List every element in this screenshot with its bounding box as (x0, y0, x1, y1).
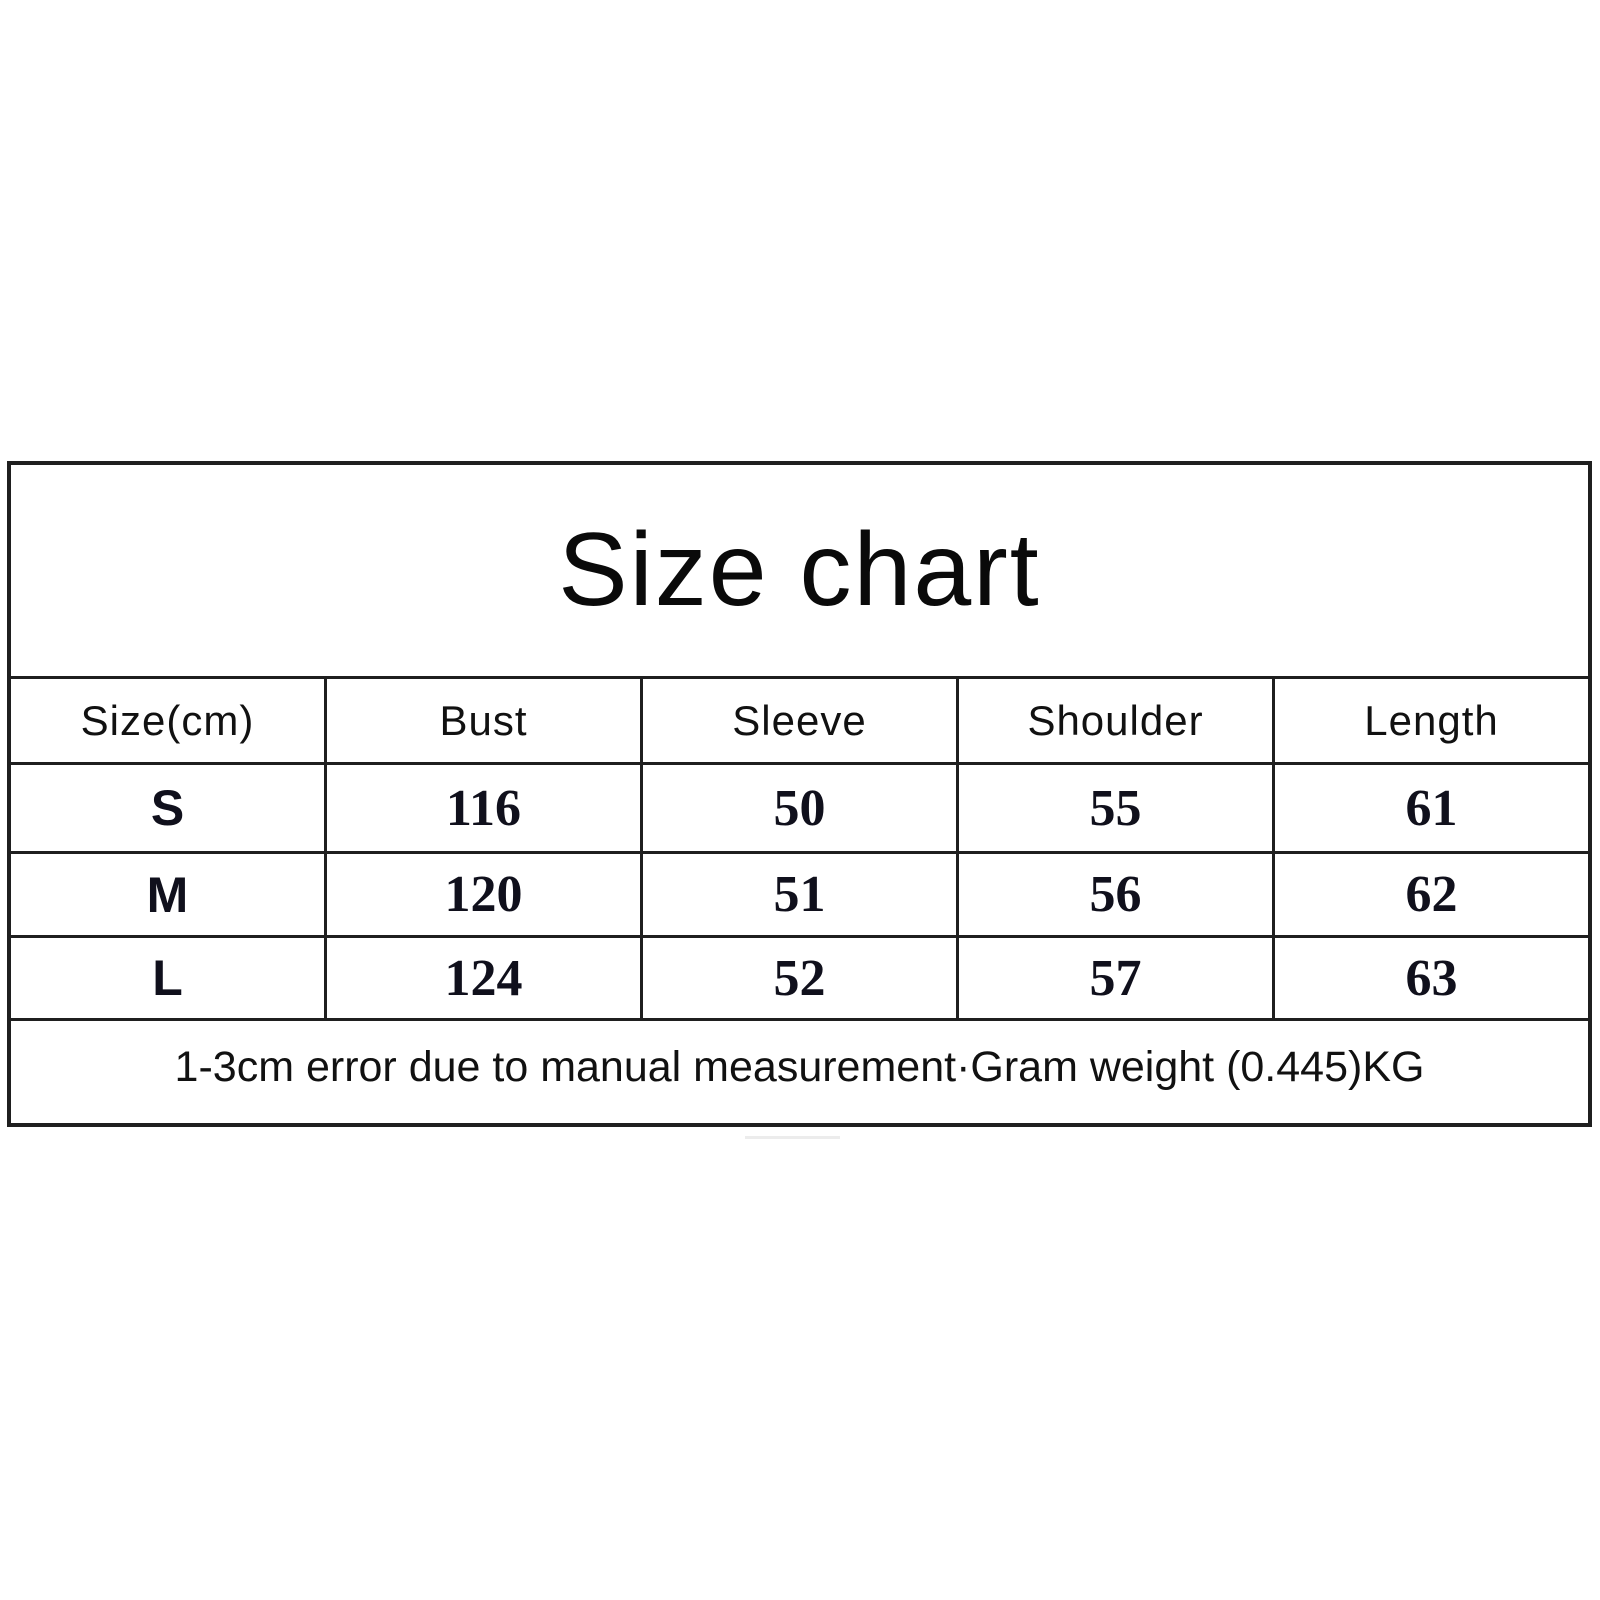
footer-row: 1-3cm error due to manual measurement·Gr… (11, 1018, 1588, 1114)
table-row-l: L 124 52 57 63 (11, 935, 1588, 1018)
size-cell: S (150, 780, 185, 836)
header-cell-shoulder: Shoulder (956, 679, 1272, 762)
page-title: Size chart (558, 512, 1041, 628)
header-cell-bust: Bust (324, 679, 640, 762)
value-cell: 116 (324, 765, 640, 851)
size-cell: L (152, 950, 183, 1006)
value-cell: 51 (640, 854, 956, 935)
value-cell: 57 (956, 938, 1272, 1018)
value-cell: 52 (640, 938, 956, 1018)
measurement-note: 1-3cm error due to manual measurement·Gr… (174, 1043, 1425, 1091)
value-cell: 50 (640, 765, 956, 851)
header-row: Size(cm) Bust Sleeve Shoulder Length (11, 676, 1588, 762)
value-cell: 62 (1272, 854, 1588, 935)
title-row: Size chart (11, 465, 1588, 676)
header-cell-length: Length (1272, 679, 1588, 762)
value-cell: 120 (324, 854, 640, 935)
size-cell: M (146, 866, 189, 923)
value-cell: 63 (1272, 938, 1588, 1018)
value-cell: 124 (324, 938, 640, 1018)
size-chart-table: Size chart Size(cm) Bust Sleeve Shoulder… (7, 461, 1592, 1127)
header-cell-size: Size(cm) (80, 696, 255, 744)
table-row-s: S 116 50 55 61 (11, 762, 1588, 851)
value-cell: 61 (1272, 765, 1588, 851)
watermark-artifact (745, 1136, 840, 1139)
value-cell: 55 (956, 765, 1272, 851)
value-cell: 56 (956, 854, 1272, 935)
header-cell-sleeve: Sleeve (640, 679, 956, 762)
table-row-m: M 120 51 56 62 (11, 851, 1588, 935)
